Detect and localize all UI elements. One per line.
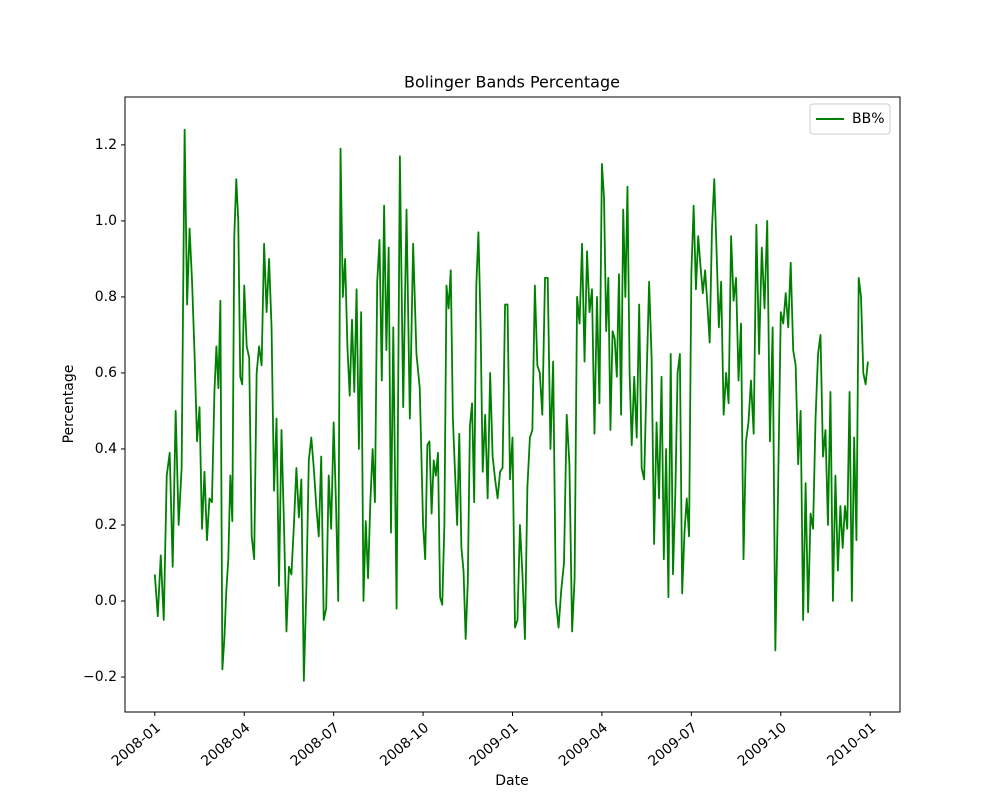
y-tick-label: 1.0 [95,213,117,229]
legend-box [809,103,891,135]
y-tick-label: 1.2 [95,137,117,153]
x-axis-label: Date [495,773,528,789]
y-axis-label: Percentage [61,365,77,444]
y-tick-label: −0.2 [83,669,117,685]
y-tick-label: 0.0 [95,593,117,609]
y-tick-label: 0.8 [95,289,117,305]
y-tick-label: 0.2 [95,517,117,533]
legend-label: BB% [852,111,885,127]
plot-frame [124,96,901,713]
data-line [153,128,869,682]
y-tick-label: 0.6 [95,365,117,381]
y-tick-label: 0.4 [95,441,117,457]
chart-title: Bolinger Bands Percentage [404,73,620,92]
